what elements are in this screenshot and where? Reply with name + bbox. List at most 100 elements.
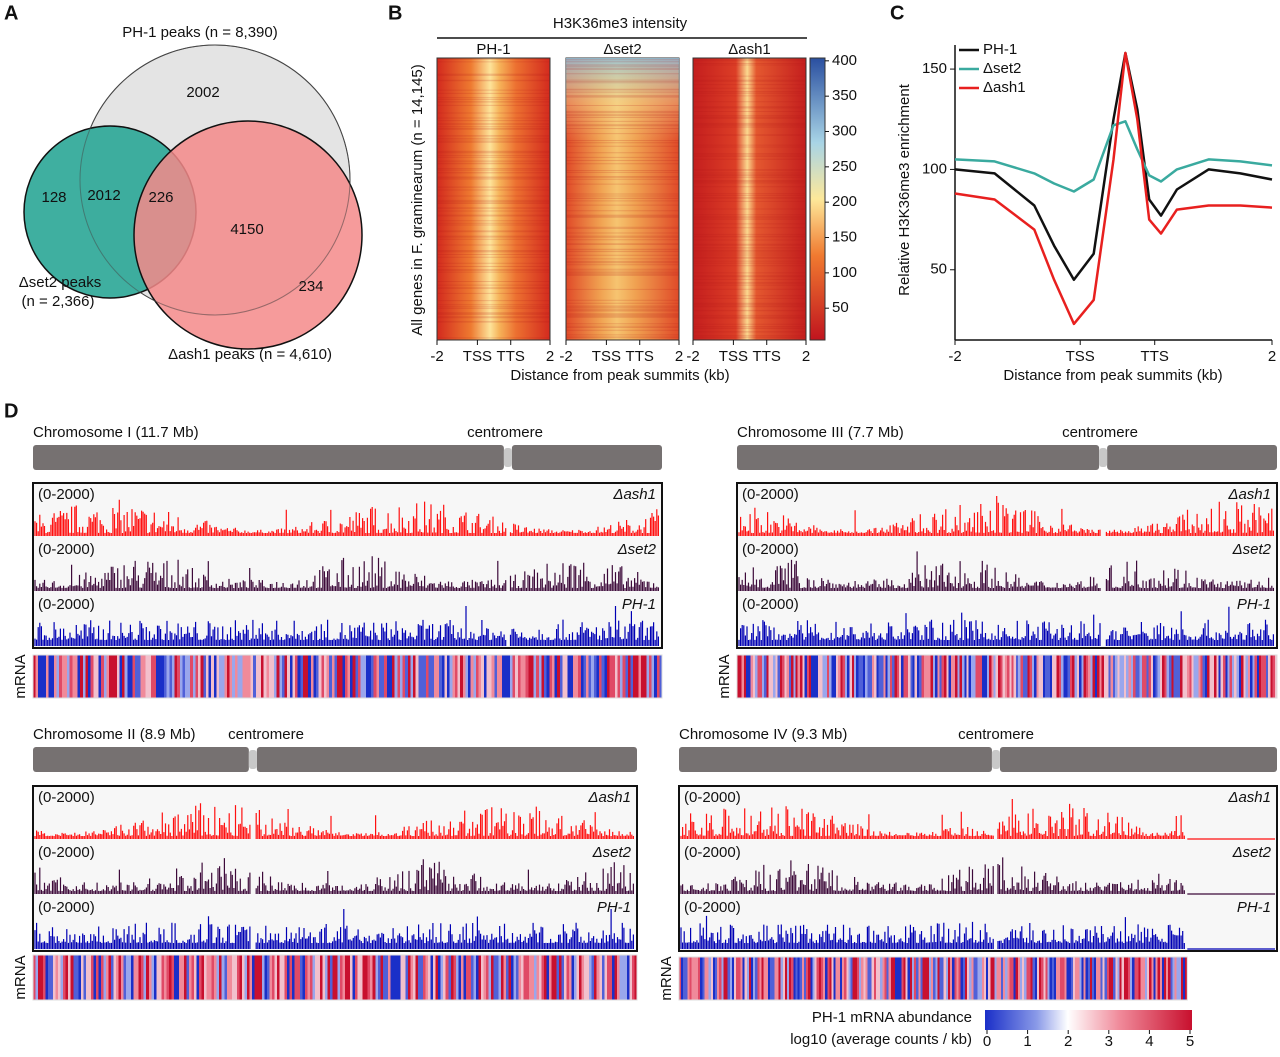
track-signal	[34, 858, 634, 894]
x-tick-label: 2	[1268, 348, 1276, 365]
venn-circle	[133, 120, 363, 350]
track-range: (0-2000)	[38, 789, 95, 806]
heatmap-streaks	[566, 59, 679, 338]
track-signal	[738, 496, 1274, 536]
chromosome-arm	[737, 445, 1100, 470]
mrna-label: mRNA	[12, 955, 29, 999]
mrna-heatstrip	[678, 956, 1188, 1001]
track-signal	[738, 551, 1274, 591]
track-name: Δset2	[1232, 541, 1272, 558]
track-name: Δash1	[1227, 789, 1271, 806]
set-label: Δash1 peaks (n = 4,610)	[168, 346, 332, 363]
colorbar-tick-label: 200	[832, 193, 857, 210]
legend-label: Δset2	[983, 60, 1021, 77]
track-signal	[34, 556, 659, 591]
legend-tick-label: 0	[983, 1033, 991, 1050]
mrna-colorbar	[985, 1010, 1192, 1030]
chromosome-arm	[33, 445, 504, 470]
legend-label: Δash1	[983, 79, 1026, 96]
colorbar-tick-label: 150	[832, 228, 857, 245]
chromosome-label: Chromosome I (11.7 Mb)	[33, 424, 199, 441]
track-name: Δset2	[1232, 844, 1272, 861]
panel-label: B	[388, 2, 402, 24]
x-tick-label: -2	[559, 348, 572, 365]
region-count: 234	[298, 278, 323, 295]
heatmap	[436, 57, 551, 341]
track-name: Δash1	[587, 789, 631, 806]
track-box	[32, 785, 638, 952]
region-count: 2002	[186, 84, 219, 101]
mrna-label: mRNA	[716, 654, 733, 698]
legend-title: PH-1 mRNA abundance	[812, 1009, 972, 1026]
track-range: (0-2000)	[38, 486, 95, 503]
track-name: PH-1	[1237, 596, 1271, 613]
y-tick-label: 50	[930, 261, 947, 278]
track-name: Δset2	[592, 844, 632, 861]
venn-outline	[79, 44, 351, 316]
track-name: Δset2	[617, 541, 657, 558]
centromere	[503, 448, 512, 467]
track-signal	[680, 799, 1275, 840]
mrna-heatstrip	[32, 654, 663, 699]
y-tick-label: 150	[922, 60, 947, 77]
track-box	[678, 785, 1278, 952]
heatmap-title: H3K36me3 intensity	[553, 15, 688, 32]
colorbar-tick-label: 50	[832, 299, 849, 316]
centromere	[1099, 448, 1108, 467]
mrna-heatstrip	[736, 654, 1278, 699]
track-signal	[680, 915, 1275, 950]
track-signal	[34, 606, 659, 646]
x-tick-label: TTS	[753, 348, 781, 365]
series-line	[954, 120, 1273, 193]
set-label: (n = 2,366)	[22, 293, 95, 310]
track-signal	[738, 606, 1274, 646]
track-range: (0-2000)	[38, 899, 95, 916]
centromere-label: centromere	[228, 726, 304, 743]
colorbar-tick-label: 250	[832, 158, 857, 175]
x-axis-label: Distance from peak summits (kb)	[510, 367, 729, 384]
chromosome-arm	[511, 445, 662, 470]
x-tick-label: -2	[948, 348, 961, 365]
region-count: 2012	[87, 187, 120, 204]
column-label: Δset2	[603, 41, 641, 58]
chromosome-arm	[33, 747, 249, 772]
column-label: PH-1	[476, 41, 510, 58]
track-name: PH-1	[622, 596, 656, 613]
heatmap	[692, 57, 807, 341]
chromosome-arm	[999, 747, 1277, 772]
series-line	[954, 51, 1273, 326]
region-count: 4150	[230, 221, 263, 238]
track-range: (0-2000)	[684, 789, 741, 806]
centromere-label: centromere	[467, 424, 543, 441]
legend-tick-label: 2	[1064, 1033, 1072, 1050]
x-tick-label: -2	[430, 348, 443, 365]
chromosome-arm	[256, 747, 637, 772]
mrna-heatstrip	[32, 954, 638, 1001]
set-label: PH-1 peaks (n = 8,390)	[122, 24, 278, 41]
track-signal	[34, 803, 634, 839]
track-name: Δash1	[1227, 486, 1271, 503]
chromosome-label: Chromosome IV (9.3 Mb)	[679, 726, 847, 743]
legend-label: PH-1	[983, 41, 1017, 58]
track-range: (0-2000)	[38, 596, 95, 613]
mrna-label: mRNA	[12, 654, 29, 698]
colorbar	[809, 57, 826, 341]
x-tick-label: -2	[686, 348, 699, 365]
mrna-label: mRNA	[658, 956, 675, 1000]
x-tick-label: TSS	[1066, 348, 1095, 365]
centromere	[248, 750, 257, 769]
x-tick-label: 2	[675, 348, 683, 365]
y-axis-label: All genes in F. graminearum (n = 14,145)	[409, 64, 426, 335]
track-signal	[34, 909, 634, 949]
column-label: Δash1	[728, 41, 771, 58]
y-tick-label: 100	[922, 160, 947, 177]
track-range: (0-2000)	[684, 844, 741, 861]
x-tick-label: TSS	[463, 348, 492, 365]
track-name: Δash1	[612, 486, 656, 503]
track-range: (0-2000)	[742, 596, 799, 613]
chromosome-label: Chromosome III (7.7 Mb)	[737, 424, 904, 441]
y-axis-label: Relative H3K36me3 enrichment	[896, 83, 913, 296]
heatmap-streaks	[693, 58, 806, 338]
chromosome-label: Chromosome II (8.9 Mb)	[33, 726, 196, 743]
colorbar-tick-label: 400	[832, 52, 857, 69]
